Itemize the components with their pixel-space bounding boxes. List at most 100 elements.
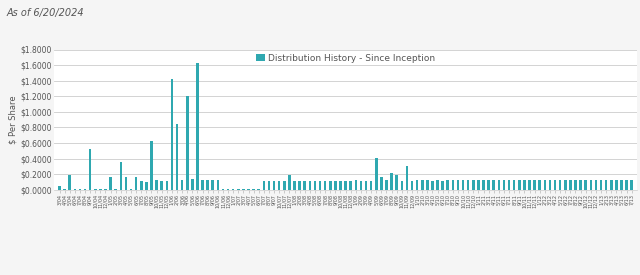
Bar [206,180,209,190]
Bar [201,180,204,190]
Bar [390,174,393,190]
Bar [380,177,383,190]
Bar [421,180,424,190]
Bar [548,180,551,190]
Bar [171,79,173,190]
Bar [625,180,628,190]
Bar [355,180,357,190]
Bar [268,181,270,190]
Bar [497,180,500,190]
Bar [257,189,260,190]
Bar [600,180,602,190]
Bar [579,180,582,190]
Bar [442,181,444,190]
Bar [145,182,148,190]
Bar [84,189,86,190]
Bar [584,180,587,190]
Bar [89,149,92,190]
Bar [396,175,398,190]
Bar [94,189,97,190]
Bar [58,186,61,190]
Bar [533,180,536,190]
Bar [191,179,194,190]
Legend: Distribution History - Since Inception: Distribution History - Since Inception [256,54,435,63]
Bar [559,180,561,190]
Bar [518,180,520,190]
Bar [610,180,612,190]
Bar [411,181,413,190]
Bar [523,180,525,190]
Bar [528,180,531,190]
Bar [447,180,449,190]
Bar [324,181,326,190]
Bar [477,180,480,190]
Bar [467,180,470,190]
Bar [242,189,244,190]
Bar [252,189,255,190]
Bar [166,181,168,190]
Bar [109,177,112,190]
Bar [216,180,219,190]
Bar [283,181,285,190]
Bar [63,189,66,190]
Bar [488,180,490,190]
Bar [329,181,332,190]
Bar [595,180,597,190]
Bar [457,180,460,190]
Y-axis label: $ Per Share: $ Per Share [8,95,17,144]
Bar [365,181,367,190]
Bar [211,180,214,190]
Bar [181,180,184,190]
Bar [360,181,362,190]
Bar [314,181,316,190]
Bar [161,181,163,190]
Bar [125,177,127,190]
Bar [401,181,403,190]
Bar [370,181,372,190]
Bar [288,175,291,190]
Bar [630,180,633,190]
Bar [99,189,102,190]
Bar [605,180,607,190]
Bar [130,189,132,190]
Bar [308,181,311,190]
Bar [574,180,577,190]
Bar [492,180,495,190]
Bar [150,141,153,190]
Bar [416,180,419,190]
Bar [293,181,296,190]
Bar [298,181,301,190]
Bar [115,189,117,190]
Bar [227,189,229,190]
Bar [319,181,321,190]
Bar [462,180,465,190]
Bar [135,177,138,190]
Bar [344,181,347,190]
Bar [237,189,239,190]
Bar [176,124,179,190]
Bar [385,180,388,190]
Bar [538,180,541,190]
Bar [156,180,158,190]
Bar [104,189,107,190]
Bar [472,180,475,190]
Bar [247,189,250,190]
Bar [278,181,280,190]
Bar [620,180,623,190]
Bar [79,189,81,190]
Bar [74,189,76,190]
Bar [554,180,556,190]
Bar [375,158,378,190]
Bar [564,180,566,190]
Bar [426,180,429,190]
Bar [513,180,515,190]
Bar [483,180,485,190]
Bar [221,189,224,190]
Bar [186,96,189,190]
Bar [232,189,234,190]
Bar [508,180,510,190]
Bar [273,181,275,190]
Bar [339,181,342,190]
Bar [68,175,71,190]
Bar [452,180,454,190]
